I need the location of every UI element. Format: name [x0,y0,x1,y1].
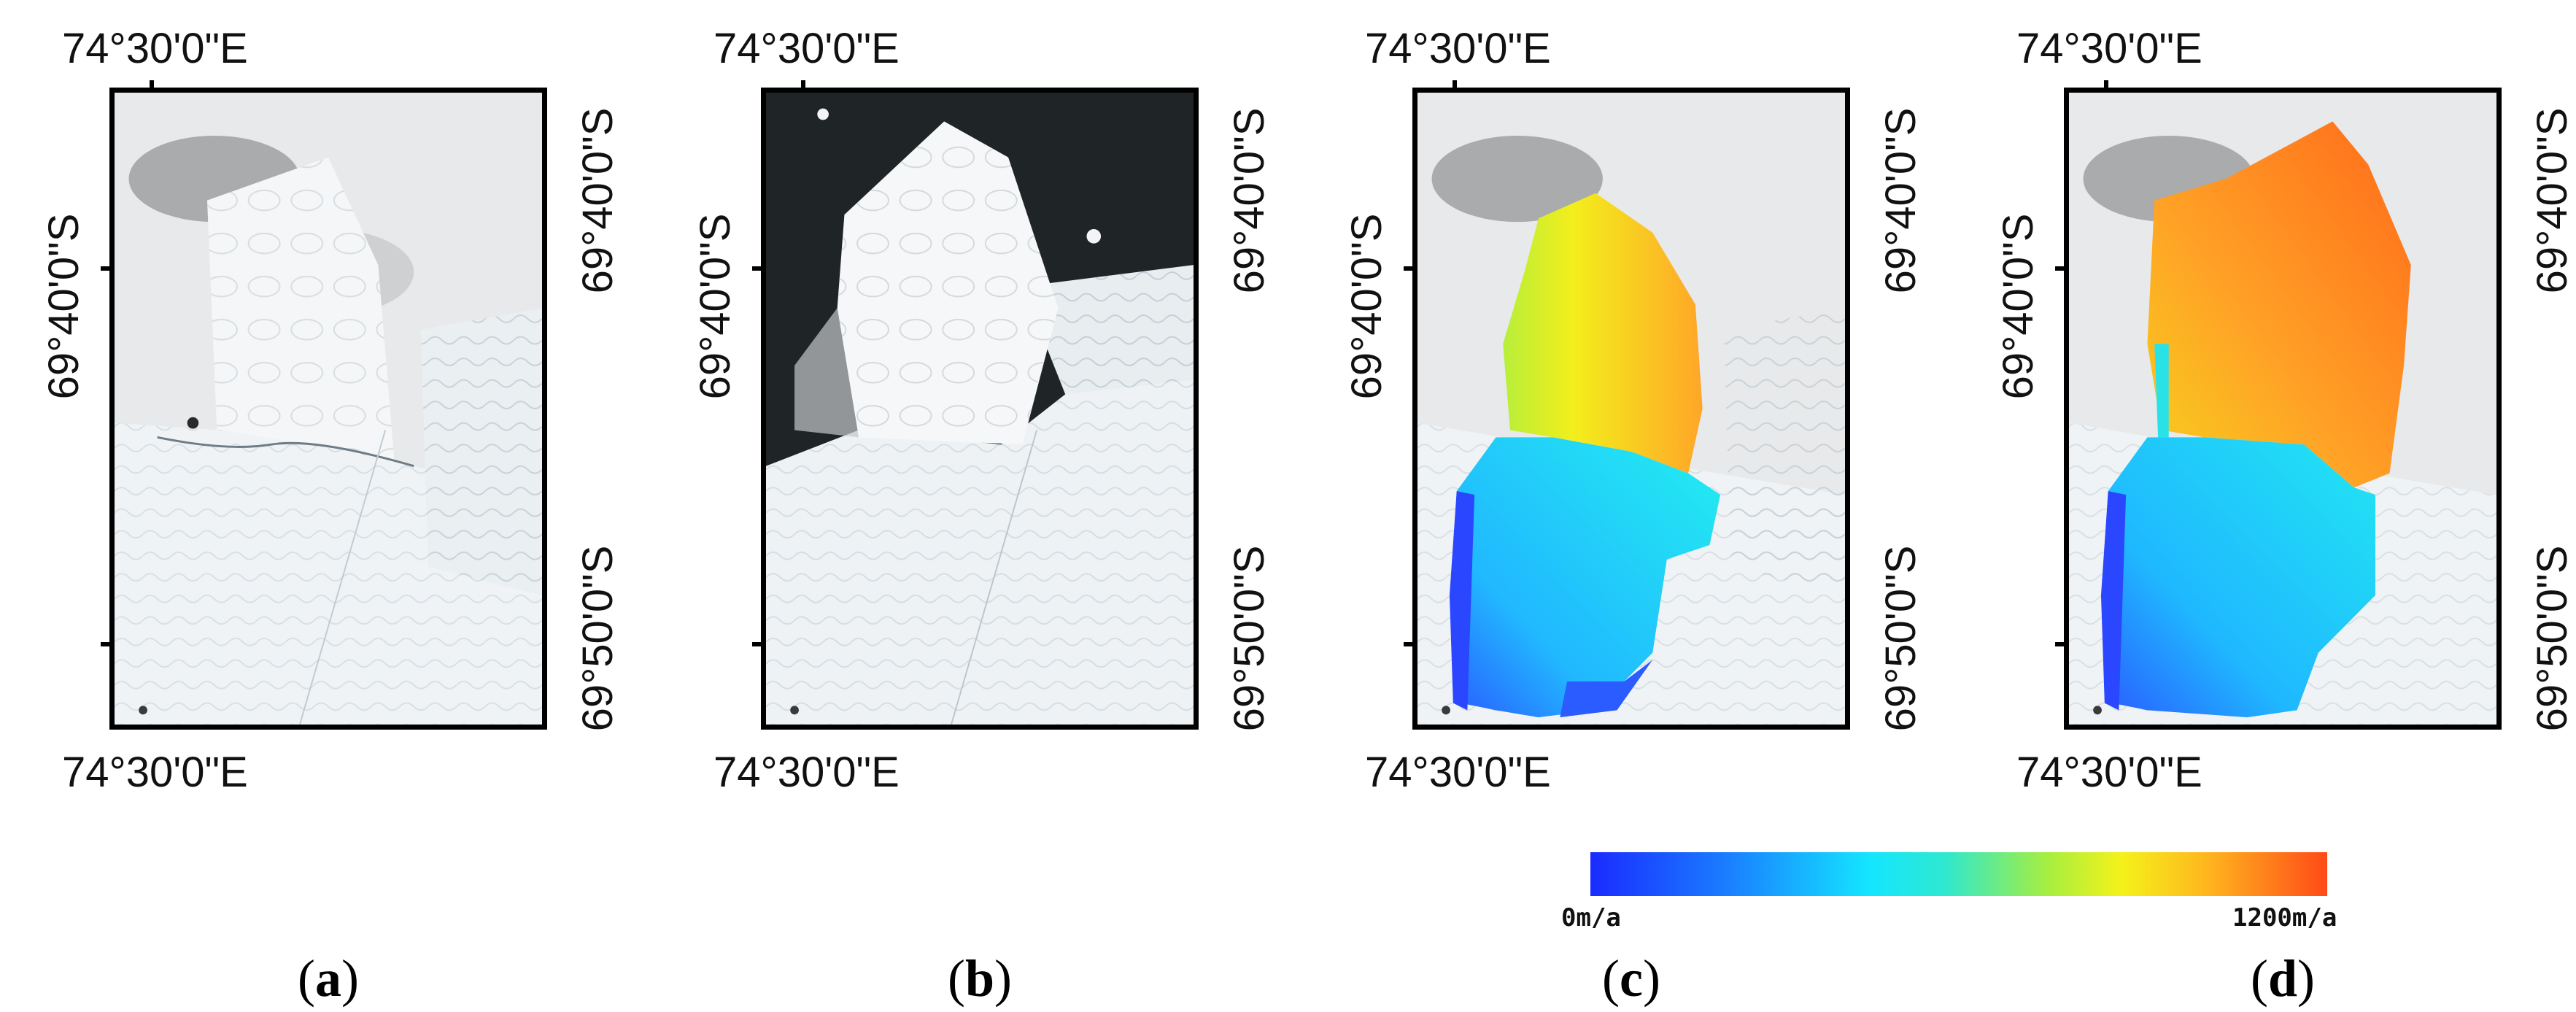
tick-mark-top [801,80,805,89]
map-panel-a: 74°30'0"E 69°40'0"S 69°40'0"S 69°50'0"S [0,0,622,846]
panel-caption-letter: d [2267,949,2298,1008]
left-latitude-label-upper: 69°40'0"S [692,213,739,400]
left-latitude-label-upper: 69°40'0"S [40,213,88,400]
right-latitude-label-upper: 69°40'0"S [1226,107,1273,294]
right-latitude-label-lower: 69°50'0"S [574,545,622,732]
panel-caption-d: (d) [2250,949,2316,1008]
tick-mark-left-upper [1404,266,1412,271]
tick-mark-left-upper [2055,266,2064,271]
map-frame-d [2064,88,2502,730]
tick-mark-left-lower [2055,642,2064,646]
tick-mark-left-lower [1404,642,1412,646]
panel-caption-letter: a [315,949,341,1008]
colorbar-min-label: 0m/a [1561,903,1621,932]
left-latitude-label-upper: 69°40'0"S [1995,213,2042,400]
top-longitude-label: 74°30'0"E [713,25,900,72]
map-frame-c [1412,88,1850,730]
satellite-image-a [115,93,542,725]
tick-mark-top [1453,80,1457,89]
top-longitude-label: 74°30'0"E [2016,25,2202,72]
map-frame-b [761,88,1199,730]
panel-caption-b: (b) [947,949,1013,1008]
bottom-longitude-label: 74°30'0"E [1365,749,1551,796]
velocity-overlay-c [1417,93,1845,725]
satellite-image-b [766,93,1194,725]
panel-caption-letter: b [964,949,995,1008]
bottom-longitude-label: 74°30'0"E [2016,749,2202,796]
map-frame-a [109,88,547,730]
map-panel-d: 74°30'0"E 69°40'0"S 69°40'0"S 69°50'0"S [1954,0,2576,846]
right-latitude-label-upper: 69°40'0"S [574,107,622,294]
bottom-longitude-label: 74°30'0"E [713,749,900,796]
colorbar-max-label: 1200m/a [2232,903,2337,932]
right-latitude-label-lower: 69°50'0"S [2529,545,2576,732]
velocity-overlay-d [2069,93,2496,725]
right-latitude-label-lower: 69°50'0"S [1226,545,1273,732]
panel-caption-a: (a) [298,949,359,1008]
velocity-colorbar [1590,852,2327,896]
map-panel-c: 74°30'0"E 69°40'0"S 69°40'0"S 69°50'0"S [1303,0,1925,846]
tick-mark-left-upper [101,266,109,271]
tick-mark-left-lower [752,642,761,646]
tick-mark-left-lower [101,642,109,646]
top-longitude-label: 74°30'0"E [62,25,248,72]
bottom-longitude-label: 74°30'0"E [62,749,248,796]
map-panel-b: 74°30'0"E 69°40'0"S 69°40'0"S 69°50'0"S [651,0,1273,846]
right-latitude-label-upper: 69°40'0"S [2529,107,2576,294]
tick-mark-left-upper [752,266,761,271]
panel-caption-c: (c) [1602,949,1660,1008]
panel-caption-letter: c [1620,949,1643,1008]
top-longitude-label: 74°30'0"E [1365,25,1551,72]
right-latitude-label-upper: 69°40'0"S [1877,107,1925,294]
right-latitude-label-lower: 69°50'0"S [1877,545,1925,732]
tick-mark-top [2104,80,2108,89]
left-latitude-label-upper: 69°40'0"S [1343,213,1391,400]
tick-mark-top [150,80,154,89]
